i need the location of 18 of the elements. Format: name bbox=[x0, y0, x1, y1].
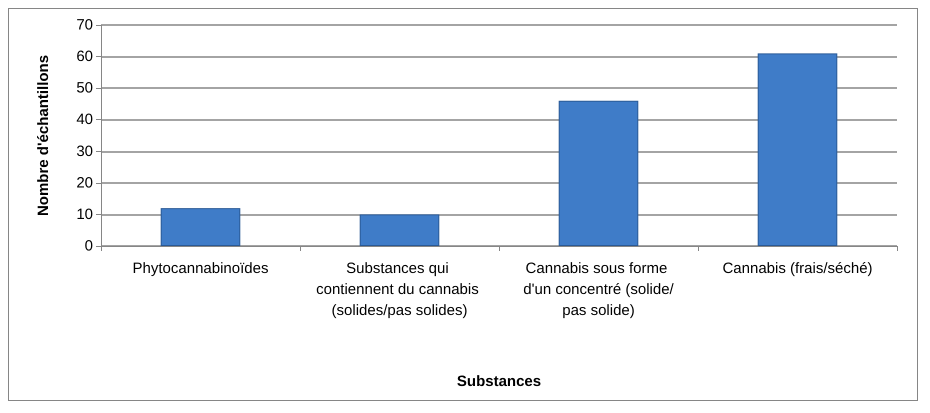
x-tick-label: Cannabis sous forme d'un concentré (solide/pas solide) bbox=[523, 260, 675, 319]
y-tick-label: 20 bbox=[76, 174, 93, 192]
x-tick-label: Cannabis (frais/séché) bbox=[722, 260, 873, 277]
y-tick-label: 30 bbox=[76, 142, 93, 160]
x-tick-label: Phytocannabinoïdes bbox=[132, 260, 268, 277]
y-tick-label: 50 bbox=[76, 80, 93, 97]
y-tick-label: 60 bbox=[76, 48, 93, 66]
y-tick-label: 70 bbox=[76, 16, 93, 34]
bar bbox=[160, 208, 240, 246]
y-axis-title: Nombre d'échantillons bbox=[35, 54, 52, 216]
y-tick-label: 40 bbox=[76, 111, 93, 128]
bar bbox=[360, 214, 440, 246]
x-axis-title: Substances bbox=[456, 373, 542, 390]
bar bbox=[758, 53, 838, 246]
y-tick-label: 10 bbox=[76, 206, 93, 223]
y-tick-label: 0 bbox=[84, 238, 93, 254]
x-tick-label: Substances qui contiennent du cannabis (solides/pas solides) bbox=[316, 260, 483, 319]
bar bbox=[558, 100, 638, 246]
